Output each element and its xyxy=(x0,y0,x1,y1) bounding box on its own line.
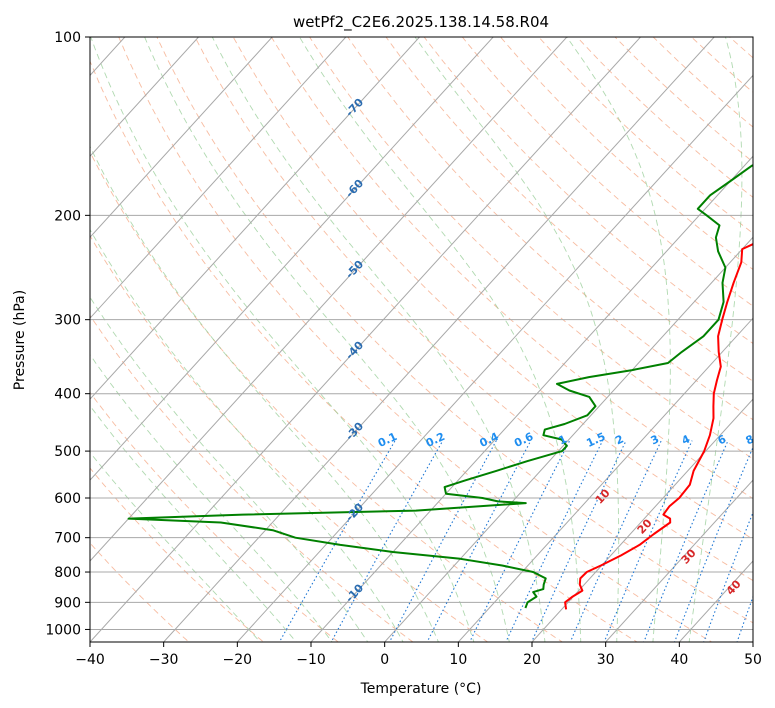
mixing-ratio-label: 6 xyxy=(716,432,729,447)
mixing-ratio-line xyxy=(388,440,497,642)
isotherm-gridline xyxy=(604,479,753,642)
mixing-ratio-line xyxy=(703,511,753,642)
y-tick-label: 200 xyxy=(54,208,81,224)
y-tick-label: 400 xyxy=(54,387,81,403)
dry-adiabat xyxy=(156,37,753,624)
dry-adiabat xyxy=(90,314,414,642)
y-axis: 100 200 300 400 500 600 700 800 900 1000 xyxy=(45,30,90,638)
dry-adiabat xyxy=(90,542,190,642)
mixing-ratio-line xyxy=(530,440,627,642)
x-axis-label: Temperature (°C) xyxy=(360,681,482,697)
mixing-ratio-label: 4 xyxy=(680,432,693,447)
y-tick-label: 700 xyxy=(54,531,81,547)
y-tick-label: 1000 xyxy=(45,622,81,638)
moist-adiabat xyxy=(90,353,333,642)
dry-adiabat xyxy=(461,37,753,307)
x-tick-label: 20 xyxy=(523,652,541,668)
plot-frame xyxy=(89,36,754,643)
x-tick-label: 10 xyxy=(449,652,467,668)
moist-adiabat xyxy=(414,37,620,642)
isotherm-gridline xyxy=(90,37,421,400)
dry-adiabat xyxy=(90,60,638,642)
chart-title: wetPf2_C2E6.2025.138.14.58.R04 xyxy=(293,13,549,32)
mixing-ratio-label: 0.4 xyxy=(478,430,501,450)
mixing-ratio-line xyxy=(505,440,604,642)
isotherm-gridline xyxy=(90,37,273,238)
mixing-ratio-line xyxy=(469,440,571,642)
moist-adiabat xyxy=(688,37,743,642)
isotherm-gridline xyxy=(90,37,347,319)
mixing-ratio-line xyxy=(569,440,662,642)
isotherm-gridline xyxy=(752,641,753,642)
mixing-ratio-line xyxy=(278,440,396,642)
isotherm-gridline xyxy=(236,74,753,642)
isotherm-gridline xyxy=(0,10,2,654)
mixing-ratio-label: 10 xyxy=(767,431,775,449)
isotherm-gridline xyxy=(383,236,753,642)
mixing-ratio-label: 0.6 xyxy=(512,430,535,450)
y-tick-label: 800 xyxy=(54,565,81,581)
isotherm-gridline xyxy=(457,317,753,642)
isotherm-gridline xyxy=(90,37,200,158)
moist-adiabat xyxy=(90,37,475,642)
plot-area xyxy=(0,10,775,654)
mixing-ratio-label: 2 xyxy=(613,432,625,447)
moist-adiabat xyxy=(90,451,261,642)
warm-isotherm-label: 20 xyxy=(635,516,655,536)
mixing-ratio-line xyxy=(330,440,444,642)
dry-adiabat xyxy=(90,391,339,642)
x-tick-label: −30 xyxy=(149,652,179,668)
x-tick-label: −10 xyxy=(296,652,326,668)
mixing-ratio-line xyxy=(736,595,753,642)
dry-adiabat xyxy=(385,37,753,382)
isotherm-gridline xyxy=(90,37,642,642)
moist-adiabat xyxy=(299,37,582,642)
x-tick-label: 40 xyxy=(670,652,688,668)
mixing-ratio-line xyxy=(762,441,775,654)
warm-isotherm-label: 40 xyxy=(724,577,744,597)
mixing-ratio-label: 8 xyxy=(744,432,756,447)
isotherm-gridline xyxy=(310,155,753,642)
x-tick-label: 0 xyxy=(380,652,389,668)
warm-isotherm-label: 10 xyxy=(593,486,613,506)
y-tick-label: 300 xyxy=(54,313,81,329)
isotherm-gridline xyxy=(90,37,494,481)
mixing-ratio-line xyxy=(426,440,532,642)
y-tick-label: 500 xyxy=(54,444,81,460)
y-axis-label: Pressure (hPa) xyxy=(12,290,28,390)
moist-adiabat xyxy=(144,37,510,642)
y-tick-label: 600 xyxy=(54,491,81,507)
x-tick-label: 30 xyxy=(597,652,615,668)
dewpoint-profile xyxy=(127,164,753,609)
y-tick-label: 900 xyxy=(54,595,81,611)
x-tick-label: −20 xyxy=(223,652,253,668)
dry-adiabat xyxy=(728,37,753,59)
isotherm-gridline xyxy=(531,398,753,642)
y-tick-label: 100 xyxy=(54,30,81,46)
dry-adiabat xyxy=(90,150,564,642)
isopleth-labels: -70-60-50-40-30-20-100.1 0.2 0.4 0.6 1 1.5 2 3 4… xyxy=(343,96,775,605)
dry-adiabat xyxy=(347,37,753,421)
dry-adiabat xyxy=(309,37,753,460)
temperature-profile xyxy=(564,243,753,610)
x-tick-label: −40 xyxy=(75,652,105,668)
dry-adiabat xyxy=(90,467,265,642)
mixing-ratio-label: 0.1 xyxy=(376,430,399,450)
moist-adiabat xyxy=(90,405,297,642)
sounding-profiles xyxy=(127,164,753,610)
dry-adiabat xyxy=(270,37,753,500)
isotherm-gridline xyxy=(162,37,715,642)
isotherm-gridline xyxy=(90,37,568,562)
x-axis: −40 −30 −20 −10 0 10 20 30 40 50 xyxy=(75,642,762,668)
mixing-ratio-line xyxy=(603,440,693,642)
x-tick-label: 50 xyxy=(744,652,762,668)
dry-adiabat xyxy=(118,37,713,642)
dry-adiabat xyxy=(576,37,753,198)
mixing-ratio-label: 1.5 xyxy=(584,430,607,450)
mixing-ratio-line xyxy=(643,440,729,642)
moist-adiabat xyxy=(211,37,546,642)
dry-adiabat xyxy=(90,234,489,642)
